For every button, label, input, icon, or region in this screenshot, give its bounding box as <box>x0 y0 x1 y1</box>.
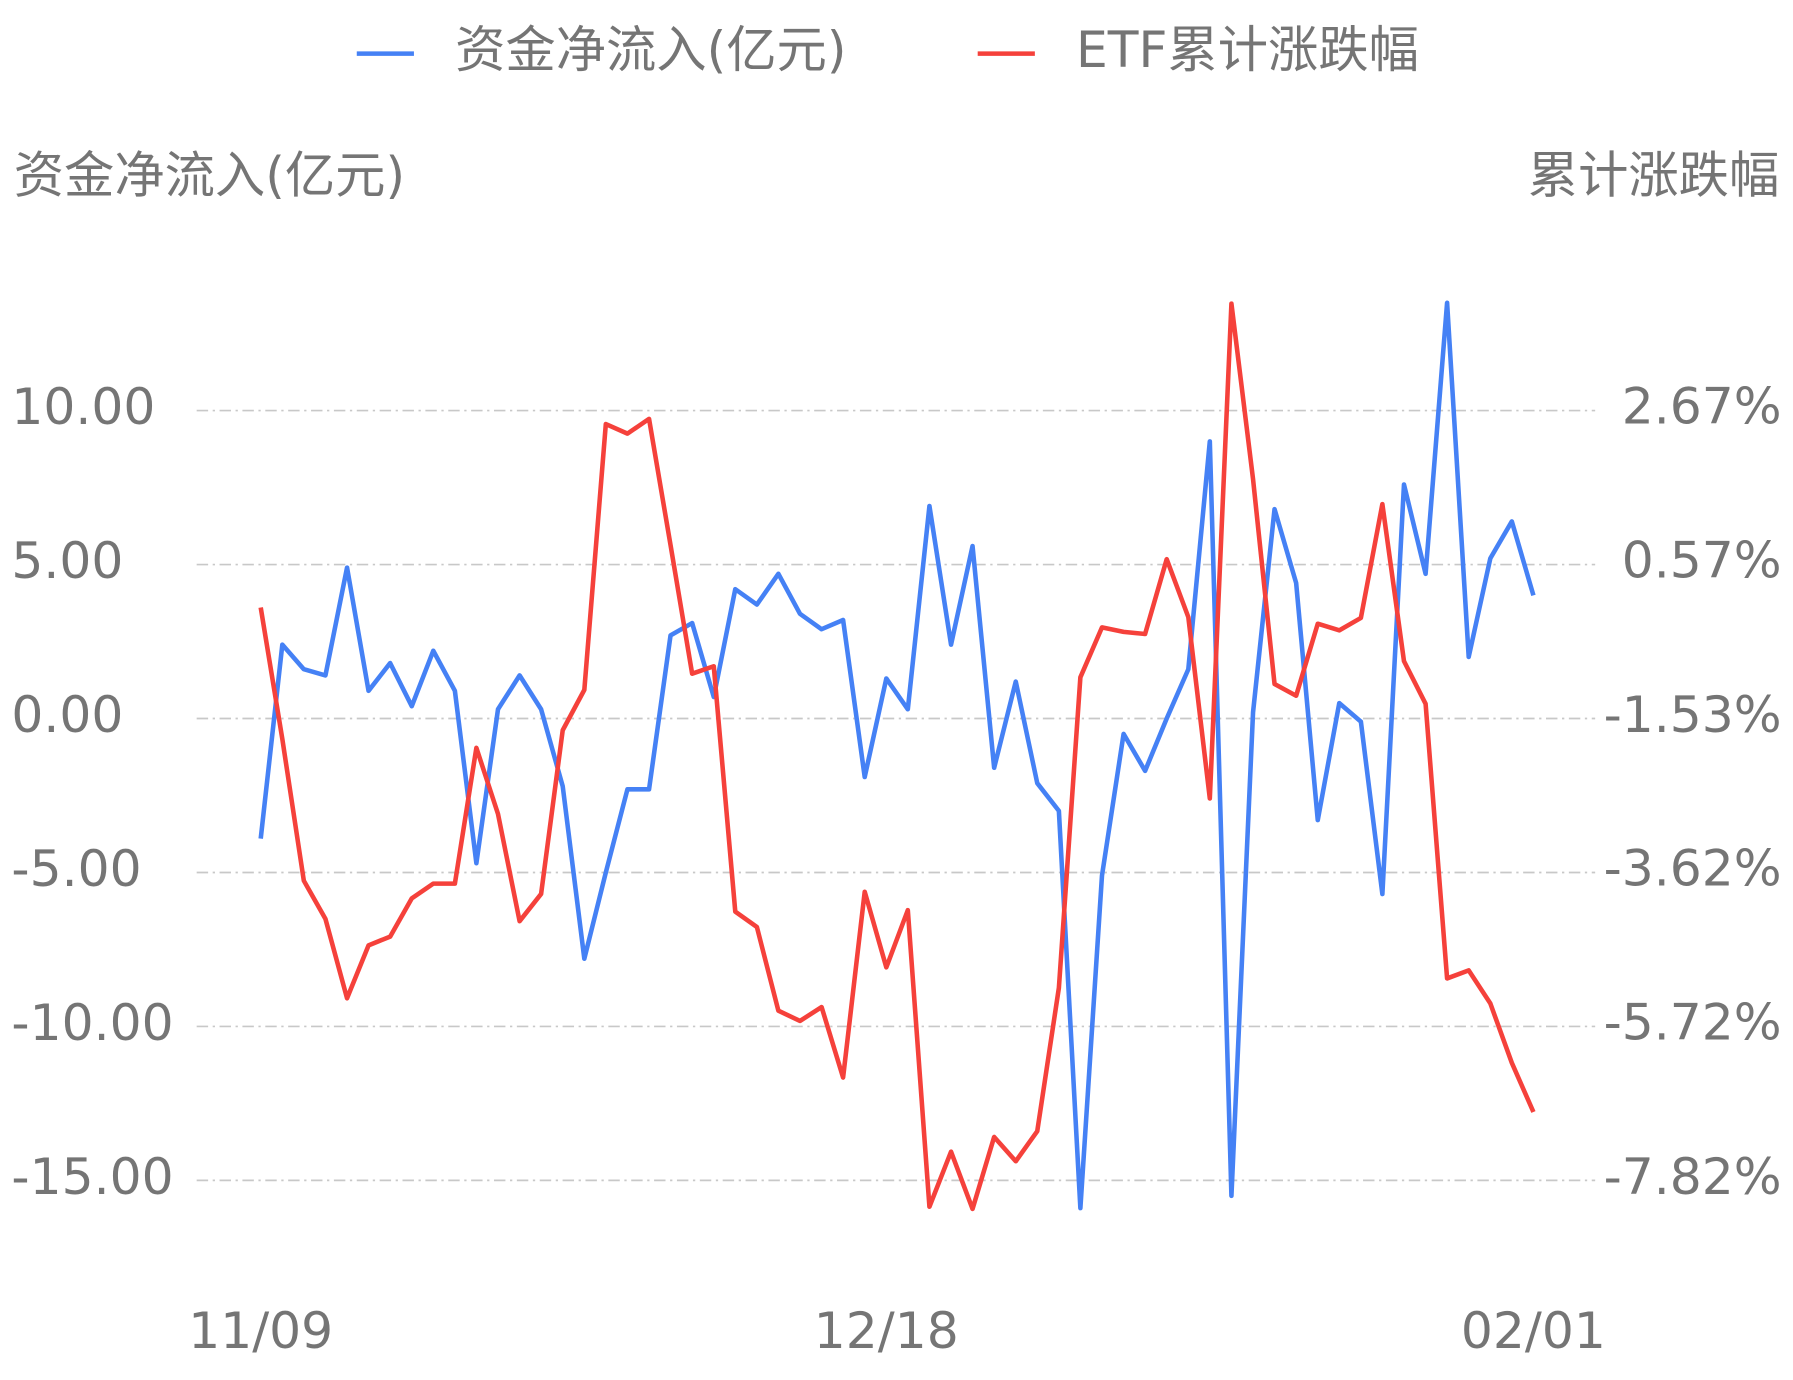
x-tick-label: 02/01 <box>1461 1301 1606 1360</box>
y2-tick-label: 0.57% <box>1622 531 1782 590</box>
legend-label: ETF累计涨跌幅 <box>1076 20 1419 79</box>
data-line <box>258 301 1536 1212</box>
y2-tick-label: 2.67% <box>1622 377 1782 436</box>
y-tick-label: 5.00 <box>11 531 123 590</box>
y2-tick-label: -5.72% <box>1604 993 1782 1052</box>
y-tick-label: 10.00 <box>11 377 155 436</box>
y2-tick-label: -7.82% <box>1604 1147 1782 1206</box>
data-line <box>258 300 1536 1211</box>
y-axis-title: 资金净流入(亿元) <box>14 146 405 205</box>
y2-tick-label: -3.62% <box>1604 838 1782 897</box>
y-tick-label: 0.00 <box>11 685 123 744</box>
y2-tick-label: -1.53% <box>1604 685 1782 744</box>
legend-label: 资金净流入(亿元) <box>455 20 846 79</box>
y2-axis-title: 累计涨跌幅 <box>1528 146 1780 205</box>
x-tick-label: 11/09 <box>188 1301 333 1360</box>
x-tick-label: 12/18 <box>814 1301 959 1360</box>
y-tick-label: -10.00 <box>11 993 173 1052</box>
y-tick-label: -5.00 <box>11 839 141 898</box>
y-tick-label: -15.00 <box>11 1147 173 1206</box>
